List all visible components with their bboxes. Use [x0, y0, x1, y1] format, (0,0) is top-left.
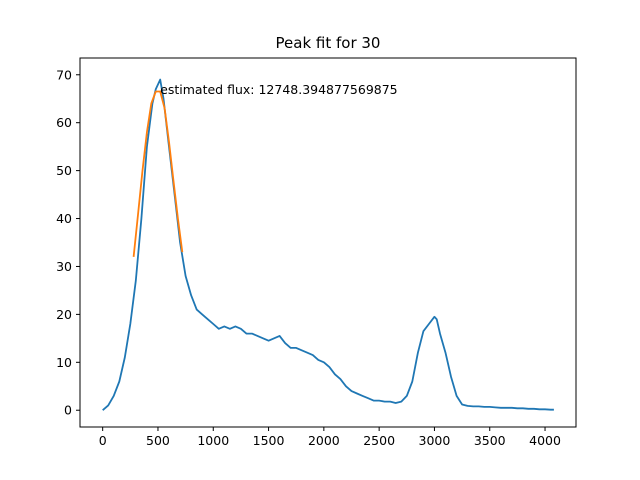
- y-tick-label: 50: [56, 163, 72, 178]
- x-tick-label: 2500: [363, 433, 395, 448]
- x-tick-label: 2000: [308, 433, 340, 448]
- x-tick-label: 0: [99, 433, 107, 448]
- y-tick-label: 70: [56, 67, 72, 82]
- plot-area: 0 500 1000 1500 2000 2500 3000 3500 4000 0 10 20 30 4…: [56, 57, 577, 448]
- series-line-2: [132, 90, 184, 257]
- x-tick-label: 4000: [529, 433, 561, 448]
- y-tick-label: 20: [56, 307, 72, 322]
- y-tick-label: 10: [56, 355, 72, 370]
- axes-frame: [79, 57, 577, 428]
- y-tick-label: 0: [64, 403, 72, 418]
- y-tick-label: 40: [56, 211, 72, 226]
- x-tick-label: 1000: [197, 433, 229, 448]
- x-tick-label: 3000: [419, 433, 451, 448]
- y-tick-label: 30: [56, 259, 72, 274]
- x-tick-label: 500: [146, 433, 170, 448]
- x-tick-label: 3500: [474, 433, 506, 448]
- chart-title: Peak fit for 30: [276, 34, 381, 52]
- y-tick-label: 60: [56, 115, 72, 130]
- flux-annotation: estimated flux: 12748.394877569875: [160, 82, 397, 97]
- x-tick-label: 1500: [253, 433, 285, 448]
